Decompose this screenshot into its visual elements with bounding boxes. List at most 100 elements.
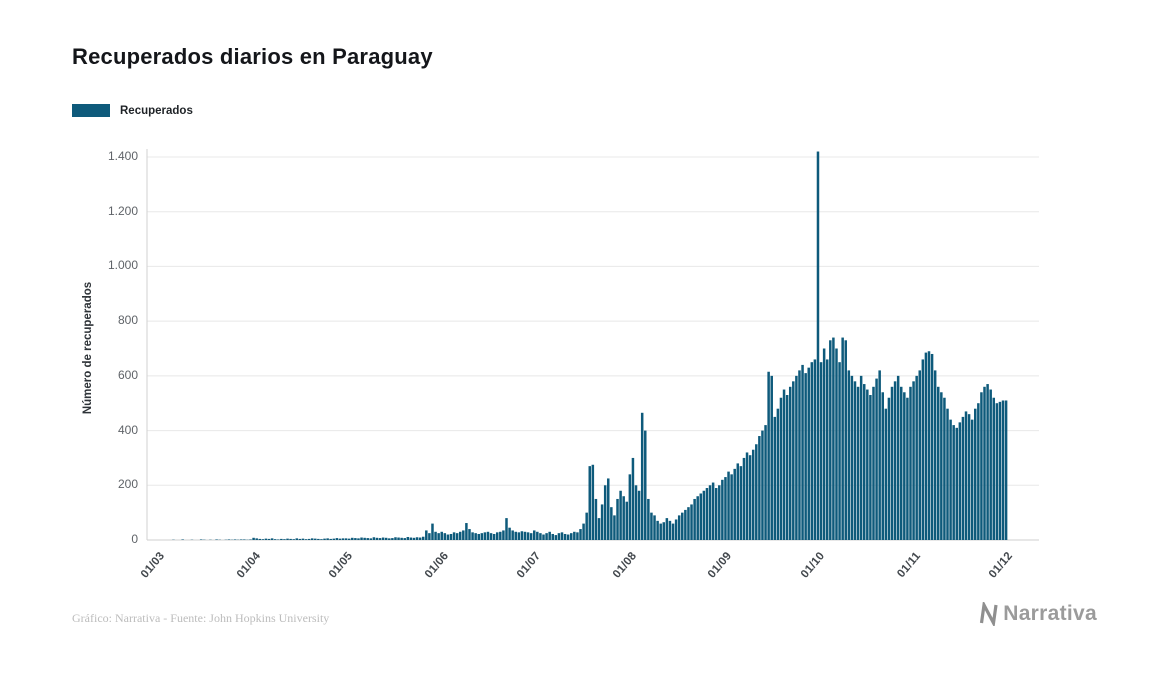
bar xyxy=(801,364,804,540)
bar xyxy=(671,523,675,540)
bar xyxy=(314,538,317,540)
bar xyxy=(428,533,431,540)
bar xyxy=(674,519,678,540)
bar xyxy=(508,527,511,540)
bar xyxy=(511,530,514,540)
bar xyxy=(514,531,517,540)
bar xyxy=(909,386,912,540)
bar xyxy=(970,419,974,540)
bar xyxy=(767,371,770,540)
bar xyxy=(690,504,693,540)
bar xyxy=(899,386,903,540)
bar xyxy=(375,537,379,540)
bar xyxy=(964,411,968,540)
bar xyxy=(397,537,400,540)
bar xyxy=(317,538,320,540)
bar xyxy=(372,537,376,540)
bar xyxy=(425,530,428,540)
x-tick-label: 01/04 xyxy=(234,550,263,581)
bar xyxy=(616,498,619,540)
bar xyxy=(455,533,459,540)
bar xyxy=(687,507,690,540)
x-tick-label: 01/06 xyxy=(422,550,451,581)
bar xyxy=(761,430,764,540)
footer-credit: Gráfico: Narrativa - Fuente: John Hopkin… xyxy=(72,611,330,625)
bar xyxy=(640,412,644,540)
bar xyxy=(443,533,447,540)
bar xyxy=(859,375,863,540)
bar xyxy=(545,533,548,540)
bar xyxy=(452,532,456,540)
bar xyxy=(699,493,703,540)
bar xyxy=(529,533,533,540)
bar xyxy=(838,362,841,540)
bar xyxy=(394,537,397,540)
bar xyxy=(477,533,480,540)
bar xyxy=(955,427,959,540)
bar xyxy=(807,367,810,540)
bar xyxy=(542,534,545,540)
bar xyxy=(585,512,588,540)
bar xyxy=(878,370,881,540)
bar xyxy=(406,536,410,540)
legend-label: Recuperados xyxy=(120,104,193,117)
bar xyxy=(653,515,656,540)
bar xyxy=(924,352,928,540)
bar xyxy=(967,414,971,540)
bar xyxy=(576,532,579,540)
bar xyxy=(295,538,299,540)
bar xyxy=(434,531,437,540)
bar xyxy=(813,359,817,540)
y-tick-label: 600 xyxy=(117,367,138,382)
bar xyxy=(449,533,453,540)
bar xyxy=(554,535,558,540)
bar xyxy=(607,478,610,540)
bar xyxy=(665,518,669,540)
bar xyxy=(418,537,422,540)
y-tick-label: 400 xyxy=(117,422,138,437)
bar xyxy=(631,457,635,540)
bar xyxy=(489,533,493,540)
x-tick-label: 01/05 xyxy=(326,550,356,581)
bar xyxy=(869,395,872,540)
bar xyxy=(656,520,659,540)
bar xyxy=(304,539,308,540)
bar xyxy=(906,397,909,540)
bar xyxy=(730,474,733,540)
bar xyxy=(252,537,255,540)
bar xyxy=(708,485,712,540)
bar xyxy=(758,436,761,540)
bar xyxy=(893,381,897,540)
bar xyxy=(437,533,440,540)
bar xyxy=(829,340,832,540)
bar xyxy=(748,455,752,540)
bar xyxy=(918,370,921,540)
bar xyxy=(903,392,906,540)
bar xyxy=(850,375,854,540)
bar xyxy=(492,533,496,540)
bar xyxy=(267,538,271,540)
x-tick-label: 01/10 xyxy=(798,550,828,581)
bar xyxy=(958,422,962,540)
chart-title: Recuperados diarios en Paraguay xyxy=(72,44,433,69)
bar xyxy=(471,532,474,540)
bar xyxy=(684,509,687,540)
bar xyxy=(798,370,801,540)
bar xyxy=(323,538,326,540)
bar xyxy=(733,468,736,540)
bar xyxy=(560,532,564,540)
bar xyxy=(227,539,231,540)
bar xyxy=(702,490,706,540)
bar xyxy=(588,466,592,540)
bar xyxy=(930,353,934,540)
bar xyxy=(668,520,672,540)
bar xyxy=(856,386,860,540)
bar xyxy=(215,539,218,540)
bar xyxy=(597,518,601,540)
bar xyxy=(332,538,336,540)
bar xyxy=(480,533,484,540)
bar xyxy=(927,351,931,540)
bar xyxy=(847,370,851,540)
plot-area xyxy=(145,149,1041,541)
bar xyxy=(465,523,468,540)
